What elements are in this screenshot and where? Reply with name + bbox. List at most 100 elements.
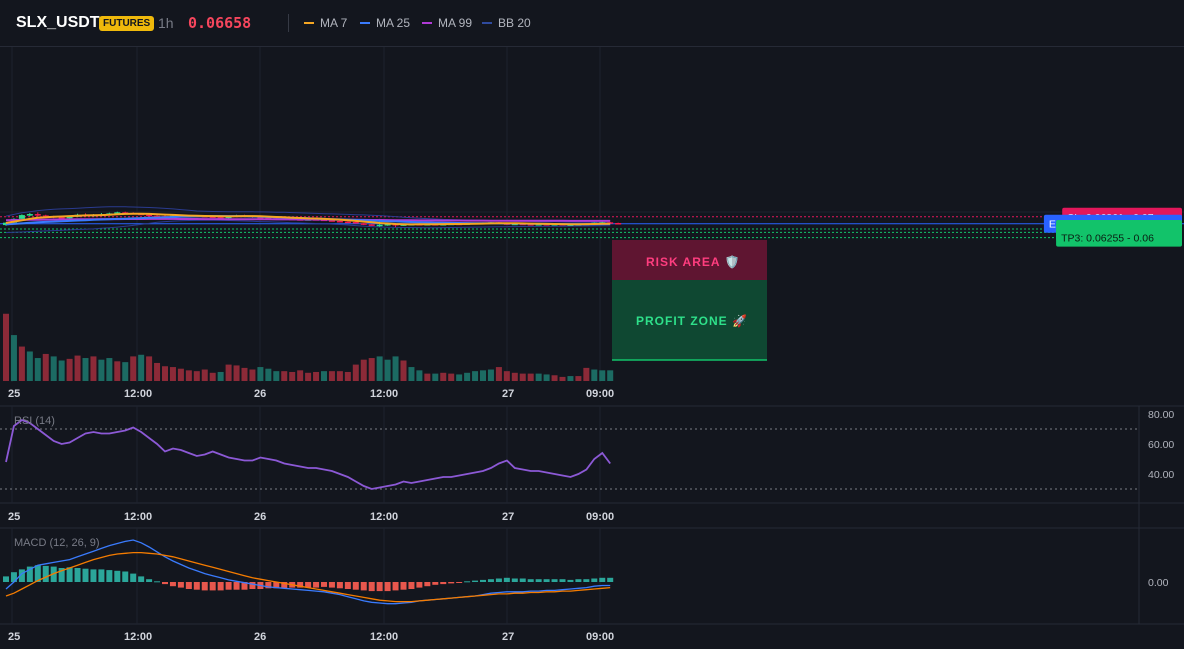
candle-body	[384, 224, 391, 226]
volume-bar	[201, 369, 208, 381]
macd-histogram-bar	[551, 579, 558, 582]
volume-bar	[130, 356, 137, 381]
xtick-rsi: 12:00	[124, 511, 152, 523]
volume-bar	[559, 376, 566, 381]
macd-histogram-bar	[567, 579, 574, 582]
symbol-title[interactable]: SLX_USDT	[16, 14, 100, 31]
volume-bar	[209, 372, 216, 381]
macd-pane: 0.00	[3, 539, 1169, 605]
macd-histogram-bar	[193, 582, 200, 590]
volume-bar	[321, 371, 327, 381]
macd-histogram-bar	[575, 579, 582, 582]
candle-body	[42, 215, 49, 217]
candle-body	[154, 215, 161, 218]
macd-tick: 0.00	[1148, 577, 1169, 589]
xtick-macd: 25	[8, 631, 20, 643]
volume-bar	[527, 373, 534, 381]
rsi-tick: 40.00	[1148, 469, 1174, 481]
macd-histogram-bar	[352, 582, 359, 590]
macd-histogram-bar	[392, 582, 399, 591]
candle-body	[66, 216, 73, 219]
macd-histogram-bar	[297, 582, 304, 588]
legend-ma99[interactable]: MA 99	[422, 16, 472, 30]
volume-bar	[106, 358, 113, 381]
futures-badge: FUTURES	[99, 16, 155, 31]
volume-bar	[344, 371, 351, 381]
volume-bar	[297, 370, 304, 381]
rsi-tick: 60.00	[1148, 439, 1174, 451]
candle-body	[360, 223, 367, 225]
header-divider	[288, 14, 289, 32]
xtick-main: 09:00	[586, 388, 614, 400]
rsi-pane: 80.00 60.00 40.00	[0, 409, 1174, 490]
macd-histogram-bar	[249, 582, 256, 589]
volume-bar	[400, 360, 407, 381]
legend-bb20[interactable]: BB 20	[482, 16, 531, 30]
macd-histogram-bar	[233, 582, 240, 590]
volume-bar	[177, 368, 184, 381]
legend-bb20-label: BB 20	[498, 16, 531, 30]
macd-histogram-bar	[384, 582, 391, 592]
volume-bar	[336, 371, 343, 381]
macd-histogram-bar	[26, 566, 33, 582]
macd-histogram-bar	[146, 579, 153, 582]
legend-ma25[interactable]: MA 25	[360, 16, 410, 30]
macd-histogram-bar	[162, 582, 168, 585]
legend-ma7-label: MA 7	[320, 16, 348, 30]
xtick-macd: 27	[502, 631, 514, 643]
volume-bar	[193, 371, 200, 381]
tp3-label-box	[1056, 228, 1182, 247]
candle-body	[336, 220, 343, 223]
risk-area-label: RISK AREA 🛡️	[646, 255, 740, 269]
candle-body	[58, 217, 65, 219]
volume-bar	[448, 373, 455, 381]
macd-histogram-bar	[122, 571, 129, 582]
macd-histogram-bar	[201, 582, 208, 591]
volume-bar	[551, 375, 558, 381]
moving-averages	[5, 212, 611, 226]
volume-bar	[583, 367, 590, 381]
macd-histogram-bar	[376, 582, 383, 592]
macd-histogram-bar	[495, 578, 502, 582]
volume-bar	[233, 365, 240, 381]
timeframe-label[interactable]: 1h	[158, 15, 174, 31]
legend-ma7[interactable]: MA 7	[304, 16, 347, 30]
macd-histogram-bar	[281, 582, 288, 589]
volume-bar	[18, 346, 25, 381]
volume-bar	[416, 370, 423, 381]
xtick-main: 25	[8, 388, 20, 400]
volume-bar	[162, 366, 168, 381]
chart-header: SLX_USDT FUTURES 1h 0.06658 MA 7 MA 25 M…	[0, 0, 1184, 47]
volume-bar	[440, 372, 447, 381]
macd-signal-line	[5, 551, 611, 603]
volume-bar	[352, 364, 359, 381]
volume-bar	[249, 369, 256, 381]
volume-bar	[90, 356, 97, 381]
candle-body	[257, 217, 264, 219]
volume-bar	[607, 370, 614, 381]
volume-bar	[154, 362, 161, 381]
volume-bar	[360, 359, 367, 381]
volume-bar	[169, 367, 176, 381]
volume-bar	[305, 372, 312, 381]
macd-histogram-bar	[305, 582, 312, 588]
volume-bar	[384, 359, 391, 381]
macd-histogram-bar	[321, 582, 327, 587]
volume-bar	[464, 372, 471, 381]
volume-bar	[313, 371, 320, 381]
candle-body	[344, 221, 351, 224]
volume-bar	[225, 364, 232, 381]
volume-bar	[34, 358, 41, 381]
risk-area-zone	[612, 240, 767, 280]
volume-bar	[42, 353, 49, 381]
candle-body	[34, 214, 41, 216]
macd-histogram-bar	[34, 565, 41, 582]
macd-histogram-bar	[464, 581, 471, 583]
volume-bar	[114, 361, 121, 381]
volume-bar	[472, 371, 479, 381]
volume-bar	[66, 358, 73, 381]
macd-histogram-bar	[241, 582, 248, 590]
volume-bar	[241, 367, 248, 381]
volume-bar	[408, 367, 415, 381]
